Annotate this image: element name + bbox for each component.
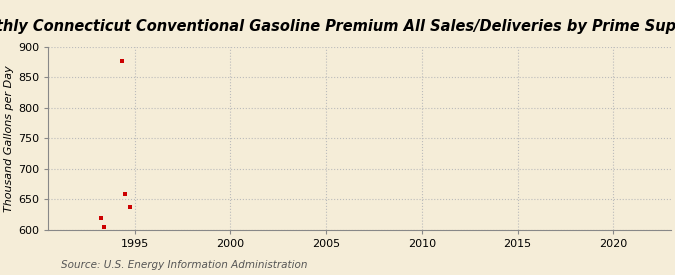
Text: Source: U.S. Energy Information Administration: Source: U.S. Energy Information Administ… (61, 260, 307, 270)
Text: Monthly Connecticut Conventional Gasoline Premium All Sales/Deliveries by Prime : Monthly Connecticut Conventional Gasolin… (0, 19, 675, 34)
Y-axis label: Thousand Gallons per Day: Thousand Gallons per Day (4, 65, 14, 211)
